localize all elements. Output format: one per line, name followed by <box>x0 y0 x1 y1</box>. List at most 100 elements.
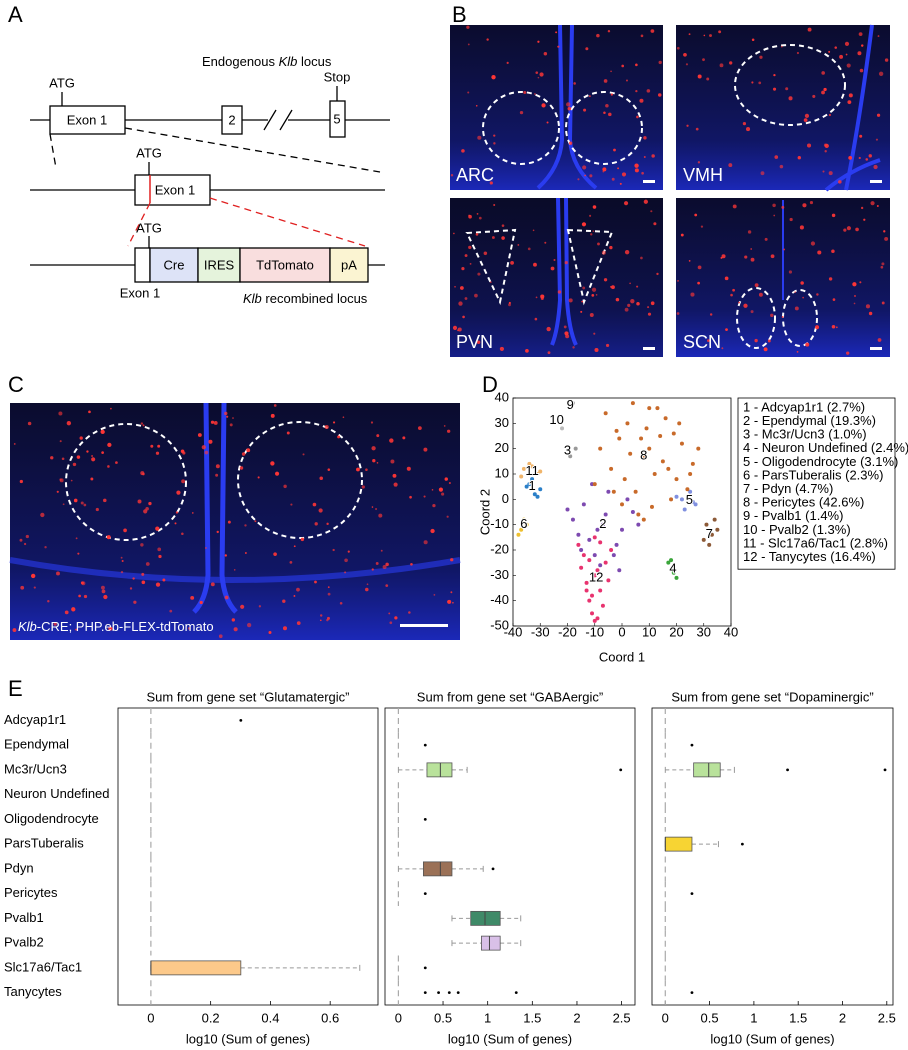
region-outline <box>566 228 614 306</box>
cell <box>834 46 837 49</box>
cell <box>535 71 539 74</box>
cell <box>721 347 724 350</box>
cell <box>751 81 754 84</box>
exon-label: Exon 1 <box>155 182 195 197</box>
point <box>611 553 616 558</box>
cell <box>76 455 81 459</box>
point <box>592 482 597 487</box>
cell <box>339 601 343 605</box>
cell <box>627 303 631 307</box>
cell <box>635 63 638 67</box>
cell <box>133 600 137 604</box>
cell <box>697 265 702 270</box>
y-tick-label: -40 <box>490 592 509 607</box>
cell <box>468 245 472 250</box>
cell <box>296 587 300 592</box>
cell <box>110 407 112 410</box>
cell <box>572 346 575 349</box>
cell <box>706 339 710 342</box>
y-tick-label: 0 <box>502 491 509 506</box>
cell <box>371 446 376 451</box>
cell <box>452 325 458 330</box>
cell <box>783 248 786 251</box>
cell <box>77 552 80 555</box>
cell <box>650 210 653 213</box>
exon-label: 5 <box>333 111 340 126</box>
cell <box>327 592 331 596</box>
cell <box>884 58 889 62</box>
cell <box>162 578 166 582</box>
cell <box>344 571 347 574</box>
cell <box>805 342 810 347</box>
point <box>693 502 698 507</box>
cell <box>389 438 394 443</box>
cell <box>100 585 105 590</box>
point <box>617 436 622 441</box>
point <box>633 489 638 494</box>
cell <box>785 87 789 91</box>
x-tick-label: 30 <box>697 624 711 639</box>
cell <box>121 560 124 563</box>
cell <box>326 618 329 622</box>
cell <box>450 174 454 177</box>
outlier <box>491 867 495 871</box>
cell <box>90 477 94 481</box>
cell <box>107 442 112 447</box>
point <box>649 504 654 509</box>
cell <box>750 310 754 314</box>
cell <box>750 257 755 262</box>
point <box>641 454 646 459</box>
cell <box>78 594 81 598</box>
cell <box>884 236 889 241</box>
point <box>568 454 573 459</box>
cell <box>780 45 783 48</box>
cell <box>453 232 455 235</box>
cell <box>700 225 704 228</box>
legend-entry: 11 - Slc17a6/Tac1 (2.8%) <box>743 535 888 550</box>
cell <box>58 411 63 416</box>
cell <box>742 122 747 126</box>
cell <box>852 282 857 287</box>
cluster-label: 4 <box>669 560 676 575</box>
cell <box>590 233 593 236</box>
cell <box>683 52 687 57</box>
cell <box>828 50 831 53</box>
cell <box>402 436 406 440</box>
cluster-label: 1 <box>528 478 535 493</box>
cell <box>103 594 108 600</box>
panel-title: Sum from gene set “GABAergic” <box>417 689 603 704</box>
cell <box>257 476 260 479</box>
cell <box>621 172 627 177</box>
cell <box>477 135 482 140</box>
text: recombined locus <box>262 291 368 306</box>
cell <box>581 222 587 227</box>
cell <box>568 298 573 303</box>
cell <box>810 241 816 246</box>
cell <box>629 282 631 285</box>
cell <box>474 293 478 298</box>
panel-title: Sum from gene set “Glutamatergic” <box>146 689 349 704</box>
cell <box>653 222 657 226</box>
exon-box <box>134 174 211 206</box>
cell <box>224 554 227 557</box>
cell <box>417 426 422 430</box>
cell <box>464 297 468 300</box>
cell <box>774 155 779 159</box>
point <box>655 406 660 411</box>
point <box>516 532 521 537</box>
x-axis-label: log10 (Sum of genes) <box>186 1031 310 1046</box>
point <box>530 464 535 469</box>
point <box>674 477 679 482</box>
y-tick-label: -50 <box>490 617 509 632</box>
cell <box>773 73 776 77</box>
cell <box>213 421 218 425</box>
cell <box>647 312 652 316</box>
cell <box>589 313 594 317</box>
cell <box>591 287 597 292</box>
cell <box>605 343 610 348</box>
region-outline <box>565 91 643 165</box>
cell <box>155 526 160 531</box>
cell <box>624 307 629 312</box>
outlier <box>740 842 744 846</box>
cell <box>857 51 862 56</box>
